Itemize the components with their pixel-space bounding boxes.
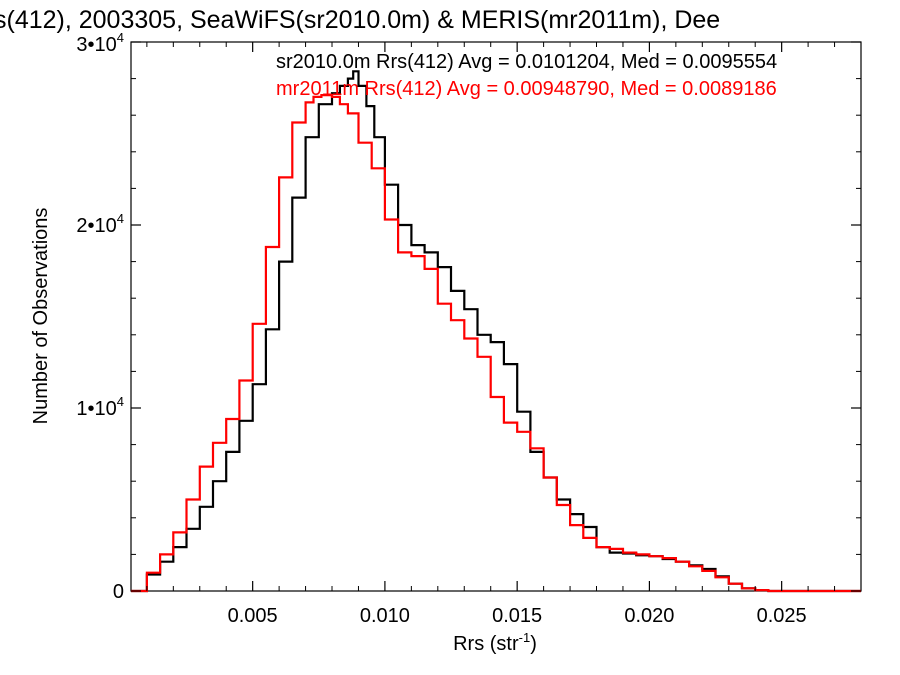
x-tick-label: 0.015 <box>492 605 542 627</box>
x-tick-label: 0.005 <box>228 605 278 627</box>
x-axis-label-close: ) <box>530 633 537 655</box>
y-axis-label: Number of Observations <box>30 208 52 425</box>
chart-title: s(412), 2003305, SeaWiFS(sr2010.0m) & ME… <box>0 6 720 34</box>
y-tick-label: 1•104 <box>76 394 124 420</box>
x-axis-label: Rrs (str-1) <box>453 630 537 655</box>
x-tick-label: 0.025 <box>757 605 807 627</box>
series-line-mr2011m <box>131 94 861 593</box>
x-axis-label-exponent: -1 <box>519 630 531 645</box>
series-line-sr2010.0m <box>131 70 861 593</box>
plot-area <box>130 41 862 592</box>
legend-entry-mr2011: mr2011m Rrs(412) Avg = 0.00948790, Med =… <box>276 78 777 100</box>
series-layer <box>131 70 861 593</box>
x-tick-label: 0.020 <box>624 605 674 627</box>
y-tick-label: 3•104 <box>76 30 124 56</box>
x-tick-label: 0.010 <box>360 605 410 627</box>
x-axis-label-text: Rrs (str <box>453 633 519 655</box>
y-tick-label: 2•104 <box>76 211 124 237</box>
legend: sr2010.0m Rrs(412) Avg = 0.0101204, Med … <box>276 51 777 100</box>
plot-frame <box>130 41 862 592</box>
legend-entry-sr2010: sr2010.0m Rrs(412) Avg = 0.0101204, Med … <box>276 51 777 73</box>
ticks-layer: 0.005 0.010 0.015 0.020 0.025 0 1•104 2•104 3•10… <box>76 30 861 627</box>
y-tick-label: 0 <box>113 581 124 603</box>
